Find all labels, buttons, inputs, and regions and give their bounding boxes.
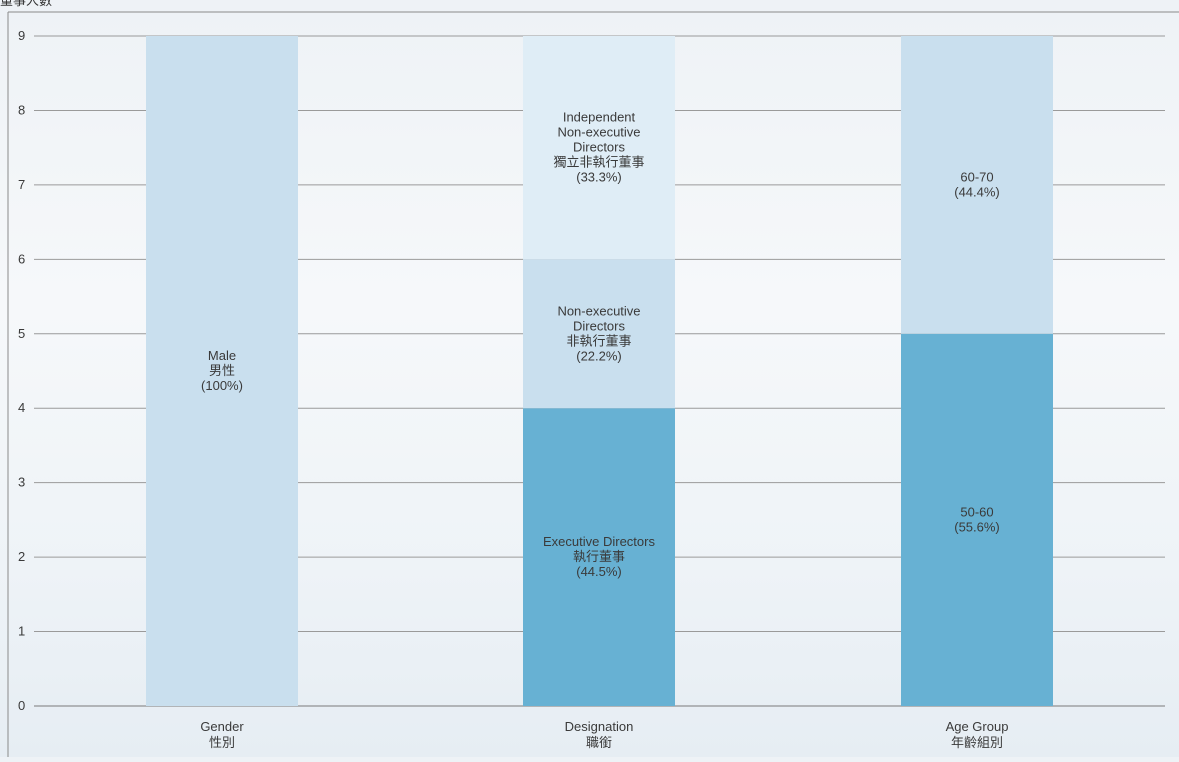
- bar-segment: [901, 36, 1053, 334]
- bar-segment-label-line: (44.5%): [576, 564, 622, 579]
- y-tick-label: 5: [18, 326, 25, 341]
- bar-segment-label-line: 男性: [209, 363, 235, 378]
- x-category-label-zh: 職銜: [586, 735, 612, 750]
- chart-header-label: 董事人數: [0, 0, 53, 8]
- bar-segment-label-line: Independent: [563, 110, 636, 125]
- bar-segment: [523, 36, 675, 260]
- bar-segment-label-line: (55.6%): [954, 519, 1000, 534]
- x-category-label: Designation: [565, 719, 634, 734]
- x-category-label: Age Group: [946, 719, 1009, 734]
- bar-segment-label-line: (22.2%): [576, 348, 622, 363]
- y-tick-label: 2: [18, 549, 25, 564]
- y-tick-label: 9: [18, 28, 25, 43]
- bar-segment-label-line: Executive Directors: [543, 534, 655, 549]
- y-tick-label: 0: [18, 698, 25, 713]
- x-category-label: Gender: [200, 719, 244, 734]
- y-tick-label: 6: [18, 251, 25, 266]
- bar-segment-label-line: (33.3%): [576, 170, 622, 185]
- bar-segment-label-line: Non-executive: [557, 125, 640, 140]
- bar-segment-label-line: (100%): [201, 378, 243, 393]
- y-tick-label: 7: [18, 177, 25, 192]
- x-category-label-zh: 年齡組別: [951, 735, 1003, 750]
- bar-segment: [523, 408, 675, 706]
- bar-segment-label-line: Non-executive: [557, 303, 640, 318]
- bar-segment-label-line: Directors: [573, 318, 626, 333]
- bar-segment: [146, 36, 298, 706]
- bar-segment-label-line: Male: [208, 348, 236, 363]
- bar-segment-label-line: 非執行董事: [566, 333, 631, 348]
- y-tick-label: 3: [18, 475, 25, 490]
- bar-segment-label: 60-70 (44.4%): [954, 169, 1000, 199]
- bar-segment: [901, 333, 1053, 706]
- bar-segment-label: Non-executive Directors 非執行董事(22.2%): [557, 303, 640, 363]
- bar-segment-label-line: (44.4%): [954, 184, 1000, 199]
- bar-segment-label: Executive Directors 執行董事(44.5%): [543, 534, 655, 579]
- y-tick-label: 1: [18, 624, 25, 639]
- bar-segment-label-line: 60-70: [960, 169, 993, 184]
- x-category-label-zh: 性別: [209, 735, 235, 750]
- bar-segment-label: Independent Non-executive Directors 獨立非執行董事…: [553, 110, 644, 185]
- bar-segment-label-line: 獨立非執行董事: [553, 155, 644, 170]
- bar-segment-label: 50-60 (55.6%): [954, 504, 1000, 534]
- bar-segment-label-line: Directors: [573, 140, 626, 155]
- bar-segment-label-line: 50-60: [960, 504, 993, 519]
- bar-segment-label: Male 男性(100%): [201, 348, 243, 393]
- y-tick-label: 8: [18, 102, 25, 117]
- bar-segment-label-line: 執行董事: [573, 549, 625, 564]
- bar-segment: [523, 259, 675, 409]
- y-tick-label: 4: [18, 400, 25, 415]
